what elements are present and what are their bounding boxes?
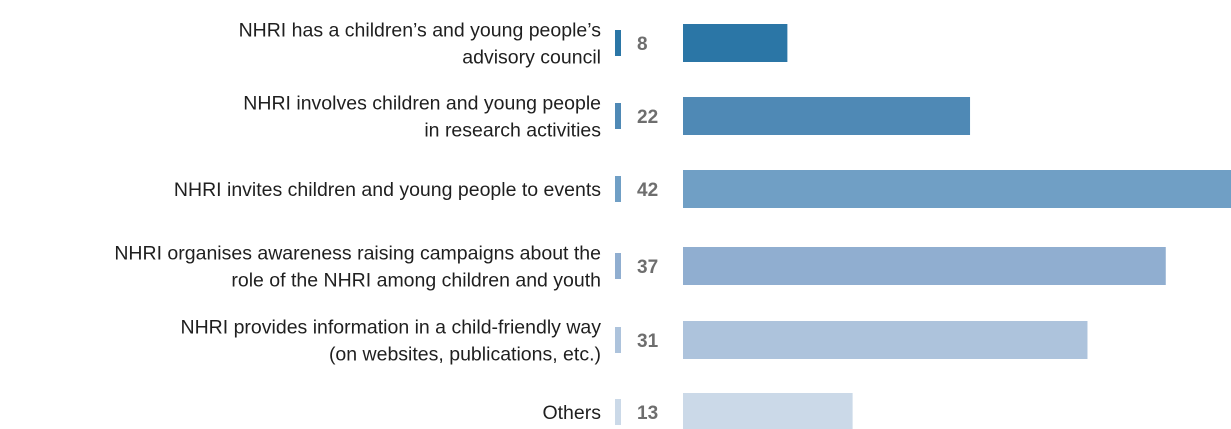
bar — [683, 393, 853, 429]
bar — [683, 321, 1088, 359]
value-label: 31 — [637, 331, 659, 352]
bar — [683, 24, 788, 62]
value-marker — [615, 103, 621, 129]
value-label: 37 — [637, 257, 658, 278]
value-marker — [615, 253, 621, 279]
category-label: NHRI invites children and young people t… — [174, 179, 601, 201]
bar — [683, 247, 1166, 285]
category-label: NHRI provides information in a child-fri… — [181, 317, 602, 366]
bar — [683, 97, 971, 135]
value-label: 22 — [637, 107, 658, 128]
bar — [683, 170, 1231, 208]
category-label: NHRI involves children and young people i… — [243, 93, 601, 142]
value-label: 42 — [637, 180, 658, 201]
category-label: Others — [542, 402, 601, 424]
value-marker — [615, 30, 621, 56]
value-marker — [615, 327, 621, 353]
category-label: NHRI has a children’s and young people’s… — [239, 20, 602, 69]
value-label: 13 — [637, 403, 658, 424]
value-marker — [615, 176, 621, 202]
value-label: 8 — [637, 34, 648, 55]
category-label: NHRI organises awareness raising campaig… — [114, 243, 601, 292]
value-marker — [615, 399, 621, 425]
